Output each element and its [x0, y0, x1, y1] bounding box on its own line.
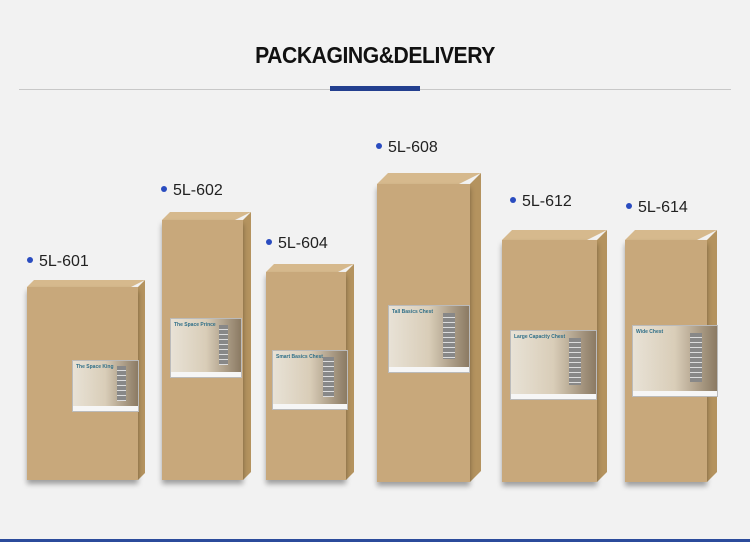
model-number: 5L-608	[388, 139, 438, 156]
box-top	[625, 230, 717, 240]
model-label: 5L-612	[510, 193, 572, 211]
product-box: Wide Chest	[625, 230, 718, 482]
chest-image	[568, 337, 581, 386]
model-label: 5L-614	[626, 199, 688, 217]
chest-image	[218, 324, 229, 366]
sticker-name: Tall Basics Chest	[392, 309, 434, 315]
sticker-footer	[389, 367, 469, 372]
chest-image	[117, 366, 127, 401]
sticker-footer	[633, 391, 717, 396]
sticker-footer	[171, 372, 241, 377]
model-number: 5L-602	[173, 182, 223, 199]
bullet-icon	[27, 256, 33, 263]
sticker-footer	[511, 394, 596, 399]
product-sticker: Tall Basics Chest	[388, 305, 470, 373]
product-box: Large Capacity Chest	[502, 230, 607, 482]
box-top	[162, 212, 251, 220]
product-sticker: The Space Prince	[170, 318, 242, 378]
bullet-icon	[376, 142, 382, 149]
model-number: 5L-614	[638, 199, 688, 216]
sticker-name: Wide Chest	[636, 329, 664, 335]
chest-image	[443, 312, 455, 359]
sticker-name: Large Capacity Chest	[514, 334, 566, 340]
product-sticker: Smart Basics Chest	[272, 350, 348, 410]
box-side	[243, 212, 251, 480]
model-label: 5L-602	[161, 182, 223, 200]
page-title: PACKAGING&DELIVERY	[255, 42, 495, 68]
product-sticker: Large Capacity Chest	[510, 330, 597, 400]
bullet-icon	[266, 238, 272, 245]
box-side	[597, 230, 607, 482]
sticker-name: Smart Basics Chest	[276, 354, 323, 360]
bullet-icon	[626, 202, 632, 209]
chest-image	[690, 333, 702, 382]
model-number: 5L-601	[39, 253, 89, 270]
sticker-footer	[73, 406, 138, 411]
model-label: 5L-608	[376, 139, 438, 157]
bullet-icon	[510, 196, 516, 203]
box-top	[27, 280, 145, 287]
sticker-name: The Space Prince	[174, 322, 216, 328]
box-top	[502, 230, 607, 240]
bottom-border	[0, 539, 750, 542]
sticker-footer	[273, 404, 347, 409]
sticker-name: The Space King	[76, 364, 114, 370]
box-top	[377, 173, 481, 184]
title-accent-bar	[330, 86, 420, 91]
product-box: Tall Basics Chest	[377, 173, 481, 482]
bullet-icon	[161, 185, 167, 192]
model-label: 5L-604	[266, 235, 328, 253]
model-label: 5L-601	[27, 253, 89, 271]
box-side	[138, 280, 145, 480]
chest-image	[323, 356, 334, 398]
product-sticker: Wide Chest	[632, 325, 718, 397]
product-sticker: The Space King	[72, 360, 139, 412]
model-number: 5L-612	[522, 193, 572, 210]
box-top	[266, 264, 354, 272]
product-box: The Space King	[27, 280, 145, 480]
product-box: Smart Basics Chest	[266, 264, 354, 480]
box-side	[470, 173, 481, 482]
box-side	[346, 264, 354, 480]
model-number: 5L-604	[278, 235, 328, 252]
product-box: The Space Prince	[162, 212, 251, 480]
